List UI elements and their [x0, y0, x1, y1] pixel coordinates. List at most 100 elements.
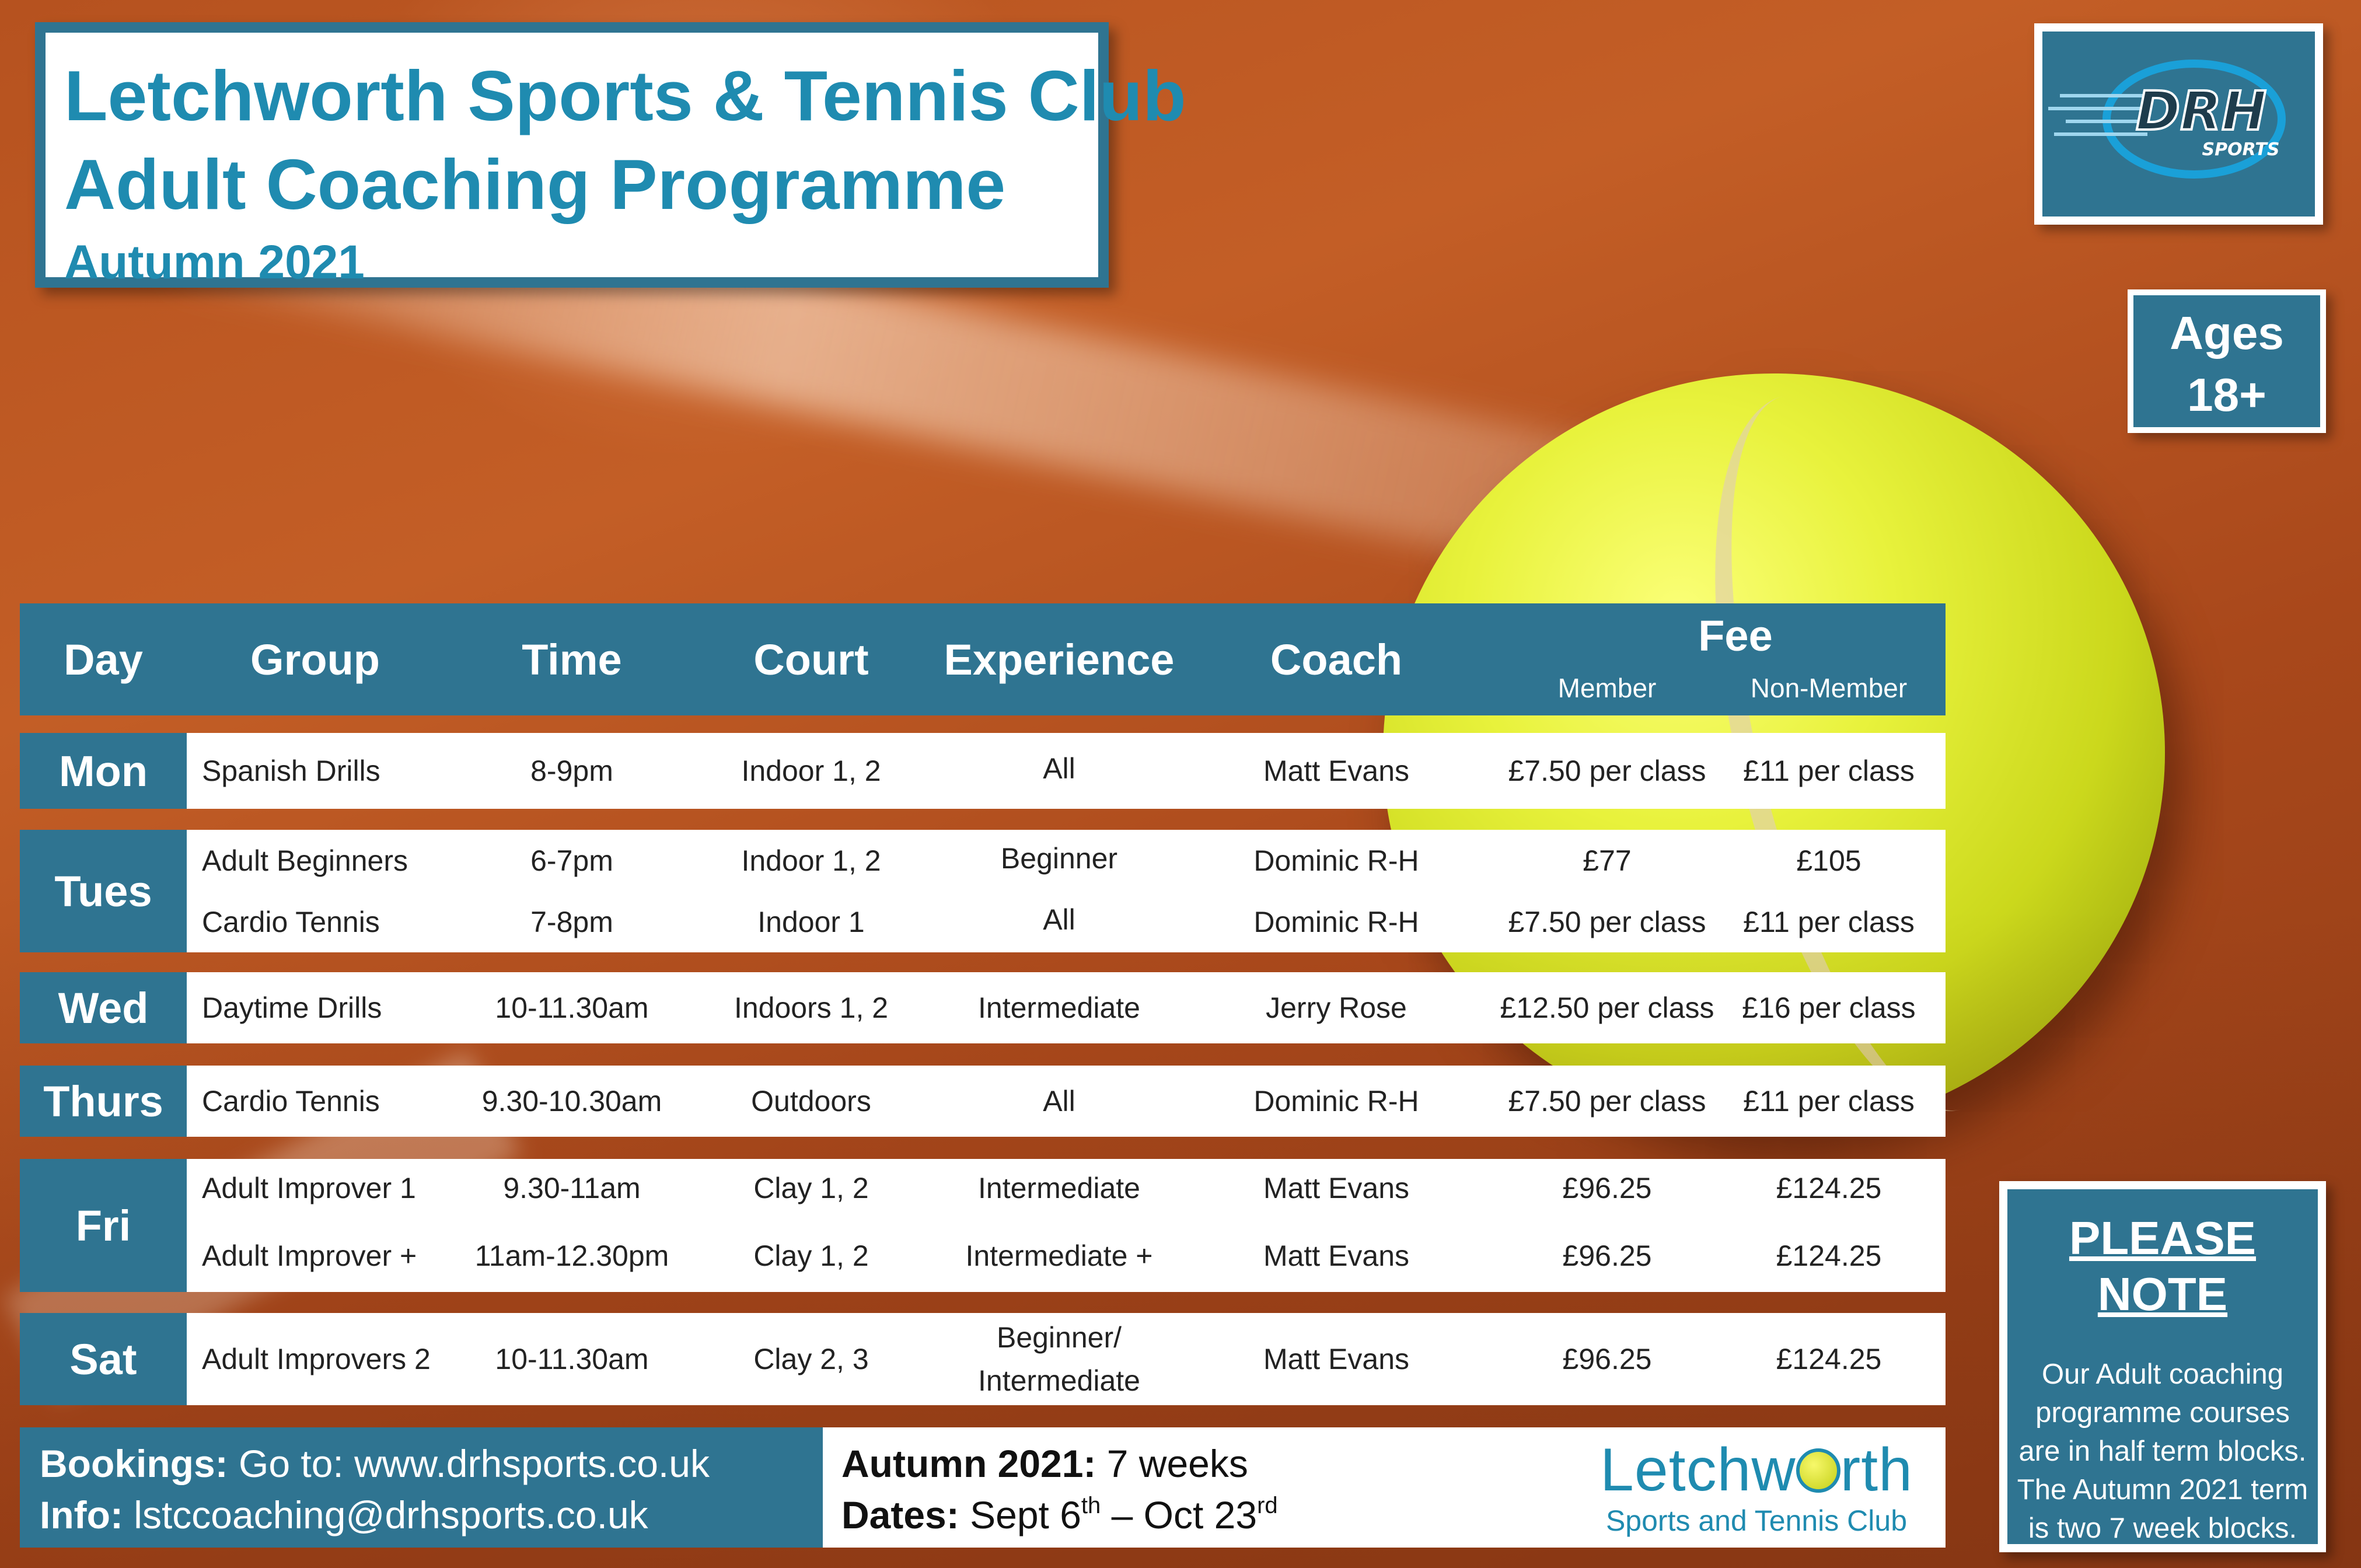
- court-cell: Clay 2, 3: [753, 1343, 869, 1375]
- table-row-sat: Sat Adult Improvers 2 10-11.30am Clay 2,…: [20, 1313, 1946, 1405]
- bookings-link[interactable]: Go to: www.drhsports.co.uk: [228, 1442, 710, 1485]
- contact-panel: Bookings: Go to: www.drhsports.co.uk Inf…: [20, 1427, 823, 1548]
- time-cell: 7-8pm: [530, 905, 613, 938]
- header-group: Group: [250, 635, 380, 684]
- table-row-mon: Mon Spanish Drills 8-9pm Indoor 1, 2 All…: [20, 733, 1946, 809]
- note-title: PLEASE NOTE: [2069, 1212, 2257, 1320]
- time-cell: 6-7pm: [530, 844, 613, 877]
- group-cell: Spanish Drills: [202, 755, 380, 787]
- ages-label: Ages: [2170, 307, 2284, 359]
- term-line: Autumn 2021: 7 weeks: [841, 1438, 1946, 1489]
- court-cell: Indoors 1, 2: [734, 991, 889, 1024]
- time-cell: 11am-12.30pm: [474, 1239, 669, 1272]
- non-member-fee-cell: £124.25: [1776, 1343, 1882, 1375]
- experience-cell: All: [1043, 1085, 1075, 1117]
- coach-cell: Matt Evans: [1263, 1239, 1410, 1272]
- club-logo-text-end: rth: [1840, 1436, 1913, 1504]
- time-cell: 9.30-10.30am: [481, 1085, 662, 1117]
- header-fee-member: Member: [1557, 673, 1657, 703]
- day-cell: Fri: [20, 1159, 187, 1292]
- member-fee-cell: £77: [1583, 844, 1632, 877]
- dates-label: Dates:: [841, 1493, 959, 1536]
- court-cell: Clay 1, 2: [753, 1239, 869, 1272]
- coach-cell: Matt Evans: [1263, 1172, 1410, 1204]
- non-member-fee-cell: £124.25: [1776, 1172, 1882, 1204]
- group-cell: Cardio Tennis: [202, 1085, 380, 1117]
- table-header: Day Group Time Court Experience Coach Fe…: [20, 603, 1946, 715]
- court-cell: Indoor 1: [757, 905, 865, 938]
- member-fee-cell: £12.50 per class: [1500, 991, 1714, 1024]
- coach-cell: Jerry Rose: [1266, 991, 1407, 1024]
- club-logo-text-start: Letchw: [1600, 1436, 1796, 1504]
- header-time: Time: [522, 635, 622, 684]
- experience-cell: All: [1043, 903, 1075, 936]
- coach-cell: Matt Evans: [1263, 1343, 1410, 1375]
- table-row-tues: Tues Adult Beginners 6-7pm Indoor 1, 2 B…: [20, 830, 1946, 952]
- header-fee-non-member: Non-Member: [1750, 673, 1908, 703]
- court-cell: Clay 1, 2: [753, 1172, 869, 1204]
- info-email[interactable]: lstccoaching@drhsports.co.uk: [123, 1493, 648, 1536]
- note-body: Our Adult coaching programme courses are…: [2017, 1359, 2308, 1544]
- ages-badge: Ages 18+: [2128, 289, 2326, 433]
- time-cell: 9.30-11am: [503, 1172, 641, 1204]
- ages-value: 18+: [2187, 369, 2266, 421]
- term-title: Autumn 2021: [64, 236, 365, 289]
- coach-cell: Dominic R-H: [1253, 905, 1419, 938]
- non-member-fee-cell: £105: [1796, 844, 1861, 877]
- day-cell: Sat: [20, 1313, 187, 1405]
- experience-cell: Intermediate +: [965, 1239, 1153, 1272]
- term-length: 7 weeks: [1096, 1442, 1248, 1485]
- club-title: Letchworth Sports & Tennis Club: [64, 56, 1186, 135]
- member-fee-cell: £7.50 per class: [1508, 1085, 1706, 1117]
- title-box: Letchworth Sports & Tennis Club Adult Co…: [35, 22, 1186, 289]
- member-fee-cell: £96.25: [1562, 1172, 1652, 1204]
- dates-end: – Oct 23: [1101, 1493, 1258, 1536]
- non-member-fee-cell: £124.25: [1776, 1239, 1882, 1272]
- member-fee-cell: £96.25: [1562, 1239, 1652, 1272]
- experience-cell: Beginner: [1000, 841, 1118, 875]
- table-row-wed: Wed Daytime Drills 10-11.30am Indoors 1,…: [20, 972, 1946, 1043]
- time-cell: 10-11.30am: [495, 991, 649, 1024]
- term-panel: Autumn 2021: 7 weeks Dates: Sept 6th – O…: [823, 1427, 1946, 1548]
- header-court: Court: [753, 635, 869, 684]
- drh-sports-logo: DRH SPORTS: [2034, 23, 2323, 225]
- day-cell: Mon: [20, 733, 187, 809]
- member-fee-cell: £96.25: [1562, 1343, 1652, 1375]
- non-member-fee-cell: £16 per class: [1742, 991, 1916, 1024]
- group-cell: Cardio Tennis: [202, 905, 380, 938]
- coach-cell: Dominic R-H: [1253, 1085, 1419, 1117]
- day-cell: Thurs: [20, 1066, 187, 1137]
- table-row-fri: Fri Adult Improver 1 9.30-11am Clay 1, 2…: [20, 1159, 1946, 1292]
- drh-logo-text: DRH: [2136, 80, 2266, 142]
- drh-logo-icon: DRH SPORTS: [2048, 60, 2286, 179]
- member-fee-cell: £7.50 per class: [1508, 755, 1706, 787]
- info-line: Info: lstccoaching@drhsports.co.uk: [40, 1489, 823, 1541]
- time-cell: 8-9pm: [530, 755, 613, 787]
- dates-line: Dates: Sept 6th – Oct 23rd: [841, 1489, 1946, 1541]
- tennis-ball-icon: [1796, 1448, 1840, 1493]
- coach-cell: Dominic R-H: [1253, 844, 1419, 877]
- experience-cell: Beginner/ Intermediate: [978, 1321, 1140, 1397]
- drh-logo-subtext: SPORTS: [2202, 139, 2280, 160]
- court-cell: Indoor 1, 2: [741, 755, 881, 787]
- header-day: Day: [64, 635, 143, 684]
- day-cell: Wed: [20, 972, 187, 1043]
- info-label: Info:: [40, 1493, 123, 1536]
- term-label: Autumn 2021:: [841, 1442, 1096, 1485]
- non-member-fee-cell: £11 per class: [1743, 905, 1915, 938]
- group-cell: Adult Improver 1: [202, 1172, 416, 1204]
- court-cell: Indoor 1, 2: [741, 844, 881, 877]
- time-cell: 10-11.30am: [495, 1343, 649, 1375]
- day-cell: Tues: [20, 830, 187, 952]
- programme-title: Adult Coaching Programme: [64, 145, 1006, 224]
- header-fee: Fee: [1698, 611, 1773, 660]
- experience-cell: Intermediate: [978, 1172, 1140, 1204]
- group-cell: Adult Beginners: [202, 844, 408, 877]
- club-logo-wordmark: Letchw rth: [1593, 1436, 1920, 1504]
- dates-start: Sept 6: [959, 1493, 1081, 1536]
- table-row-thurs: Thurs Cardio Tennis 9.30-10.30am Outdoor…: [20, 1066, 1946, 1137]
- club-logo-subtitle: Sports and Tennis Club: [1605, 1504, 1908, 1537]
- dates-start-suffix: th: [1081, 1493, 1101, 1518]
- coach-cell: Matt Evans: [1263, 755, 1410, 787]
- non-member-fee-cell: £11 per class: [1743, 1085, 1915, 1117]
